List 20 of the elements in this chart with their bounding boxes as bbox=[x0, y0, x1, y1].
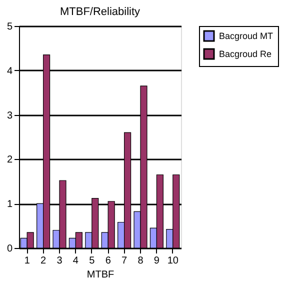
y-tick-label: 0 bbox=[6, 244, 13, 254]
legend-label: Bacgroud MT bbox=[219, 31, 274, 41]
x-tick-label: 10 bbox=[167, 256, 179, 266]
chart-title: MTBF/Reliability bbox=[60, 6, 141, 18]
y-tick-label: 5 bbox=[6, 22, 13, 32]
y-tick-label: 4 bbox=[6, 66, 13, 77]
x-tick-label: 3 bbox=[56, 256, 63, 266]
x-axis-title: MTBF bbox=[86, 270, 114, 280]
y-tick-label: 1 bbox=[6, 199, 13, 210]
x-tick-label: 5 bbox=[89, 256, 96, 266]
x-tick-label: 7 bbox=[122, 256, 128, 266]
x-tick-label: 4 bbox=[72, 256, 79, 266]
x-tick-label: 1 bbox=[24, 256, 30, 266]
x-tick-label: 2 bbox=[40, 256, 47, 266]
x-tick-label: 8 bbox=[138, 256, 144, 266]
x-tick-label: 9 bbox=[154, 256, 160, 266]
y-tick-label: 3 bbox=[6, 110, 13, 122]
y-tick-label: 2 bbox=[6, 154, 13, 166]
legend-label: Bacgroud Re bbox=[219, 49, 272, 59]
x-tick-label: 6 bbox=[105, 256, 112, 266]
